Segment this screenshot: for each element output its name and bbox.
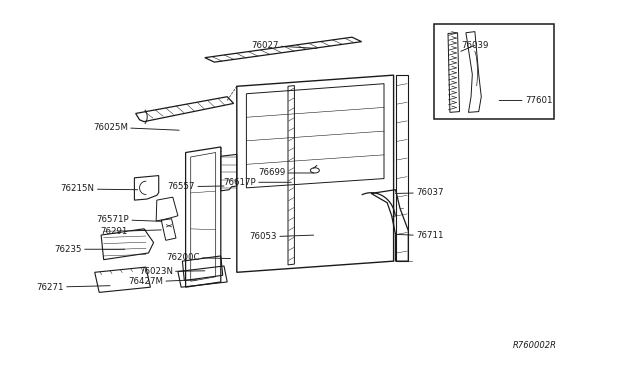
Text: 76027: 76027 bbox=[251, 41, 317, 50]
Text: 76711: 76711 bbox=[396, 231, 444, 240]
Text: 76291: 76291 bbox=[100, 227, 161, 236]
Text: 76235: 76235 bbox=[54, 245, 125, 254]
Text: 76053: 76053 bbox=[250, 232, 314, 241]
Text: 76200C: 76200C bbox=[166, 253, 230, 262]
Text: 76271: 76271 bbox=[36, 283, 110, 292]
Text: 76427M: 76427M bbox=[128, 278, 197, 286]
Text: 77601: 77601 bbox=[499, 96, 552, 105]
Text: 76557: 76557 bbox=[168, 182, 224, 191]
Text: 76023N: 76023N bbox=[139, 267, 205, 276]
Text: 76039: 76039 bbox=[461, 41, 488, 51]
Bar bbox=[434, 24, 554, 119]
Text: 76037: 76037 bbox=[396, 188, 444, 197]
Text: 76215N: 76215N bbox=[61, 185, 138, 193]
Text: 76699: 76699 bbox=[258, 169, 314, 177]
Text: 76617P: 76617P bbox=[223, 178, 291, 187]
Text: 76571P: 76571P bbox=[97, 215, 162, 224]
Text: 76025M: 76025M bbox=[93, 123, 179, 132]
Text: R760002R: R760002R bbox=[513, 341, 557, 350]
